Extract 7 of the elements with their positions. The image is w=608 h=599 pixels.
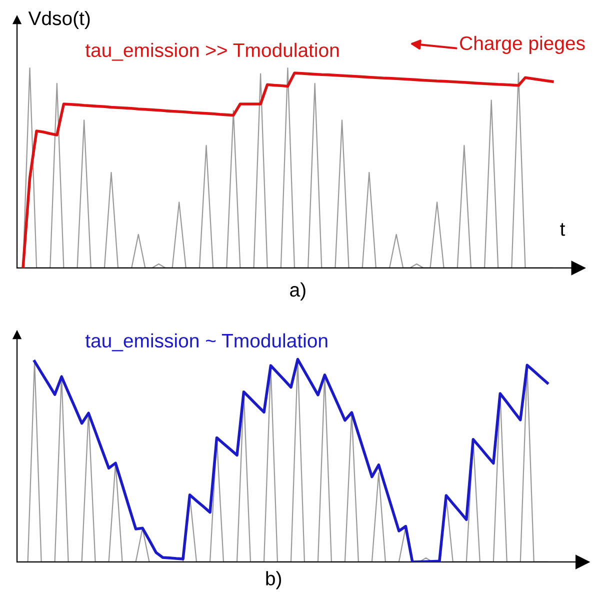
series-label: tau_emission >> Tmodulation — [85, 42, 339, 61]
text: b) — [266, 571, 282, 590]
text: a) — [290, 282, 306, 301]
x-axis-title: t — [560, 223, 566, 236]
y-axis-title: Vdso(t) — [28, 10, 90, 30]
text: Charge pieges — [460, 36, 585, 54]
series-label: tau_emission ~ Tmodulation — [85, 333, 328, 352]
